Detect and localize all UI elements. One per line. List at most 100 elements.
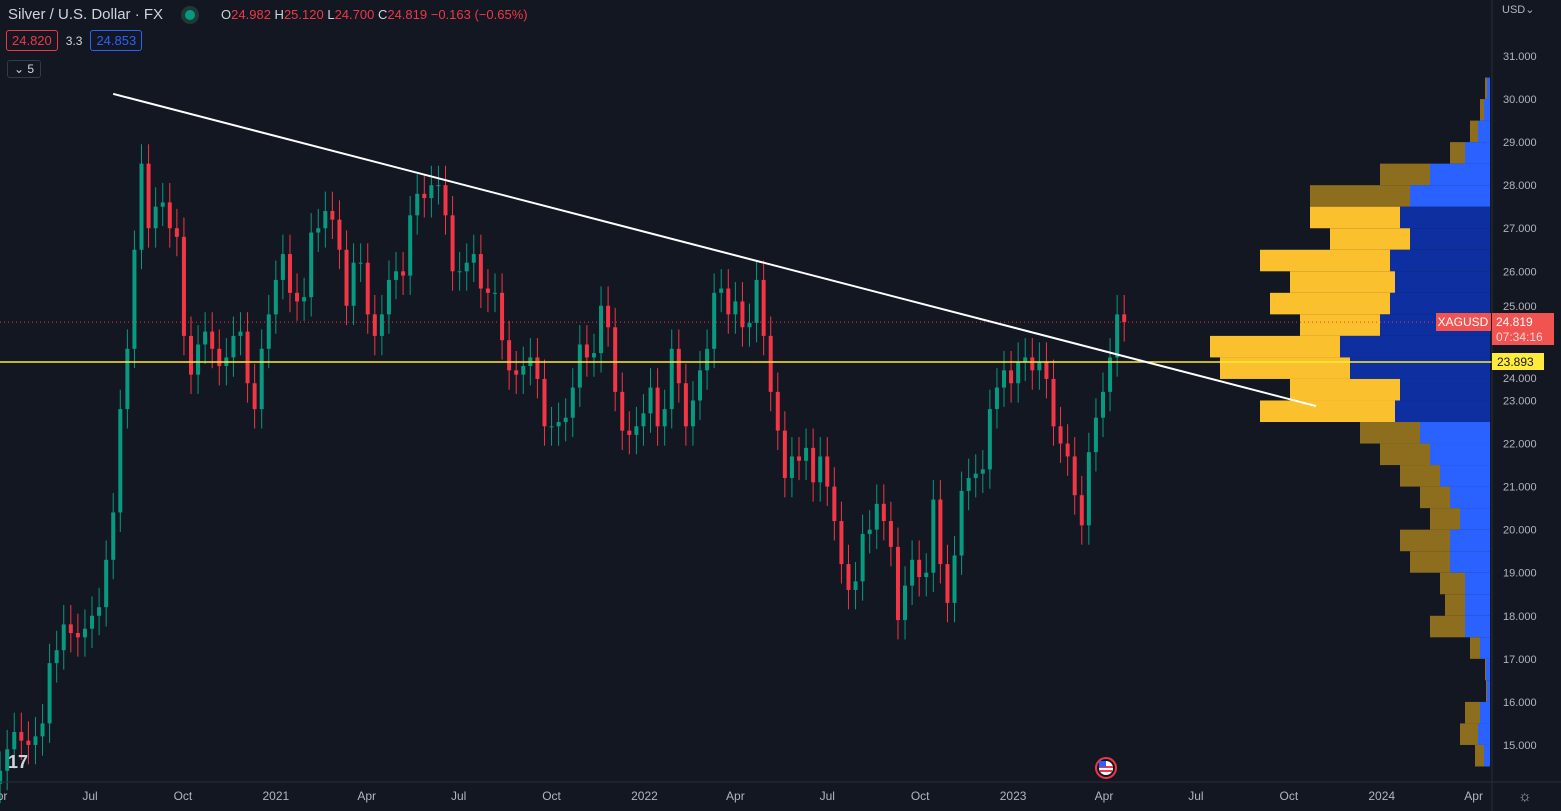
- candle: [917, 540, 922, 597]
- volume-profile-bin: [1410, 551, 1490, 573]
- price-tick: 15.000: [1503, 740, 1537, 752]
- price-tick: 23.000: [1503, 395, 1537, 407]
- candle: [344, 230, 349, 326]
- candle: [931, 480, 936, 593]
- price-tick: 30.000: [1503, 94, 1537, 106]
- volume-profile-bin: [1330, 228, 1490, 250]
- candle: [1051, 359, 1056, 446]
- candle: [351, 243, 356, 326]
- volume-profile-bin: [1360, 422, 1490, 444]
- candle: [535, 338, 540, 399]
- price-tick: 27.000: [1503, 223, 1537, 235]
- candle: [627, 411, 632, 455]
- candle: [40, 704, 45, 756]
- candle: [613, 307, 618, 412]
- candle: [620, 372, 625, 450]
- candle: [181, 217, 186, 356]
- currency-selector[interactable]: USD⌄: [1502, 4, 1535, 16]
- candle: [599, 286, 604, 373]
- candle: [775, 372, 780, 450]
- volume-profile-bin: [1290, 378, 1490, 401]
- candle: [337, 200, 342, 270]
- time-tick: Jul: [451, 789, 466, 803]
- candle: [280, 234, 285, 300]
- price-tick: 17.000: [1503, 654, 1537, 666]
- candle: [33, 716, 38, 765]
- time-tick: Apr: [726, 789, 745, 803]
- price-axis[interactable]: 31.000 30.000 29.000 28.000 27.000 26.000 25.0…: [1503, 51, 1537, 752]
- candle: [125, 329, 130, 429]
- candle: [1079, 475, 1084, 545]
- time-tick: 2023: [1000, 789, 1027, 803]
- candle: [252, 363, 257, 429]
- volume-profile-bin: [1430, 615, 1490, 638]
- time-tick: Jul: [1188, 789, 1203, 803]
- volume-profile-bin: [1260, 249, 1490, 272]
- candle: [1030, 338, 1035, 390]
- time-tick: Jul: [82, 789, 97, 803]
- candle: [888, 501, 893, 567]
- time-tick: Oct: [1279, 789, 1298, 803]
- candle: [174, 208, 179, 257]
- volume-profile-bin: [1450, 142, 1490, 164]
- candle: [846, 544, 851, 610]
- candle: [12, 712, 17, 769]
- candle: [1093, 398, 1098, 472]
- price-tick: 20.000: [1503, 525, 1537, 537]
- candle: [634, 406, 639, 455]
- candle: [881, 484, 886, 541]
- volume-profile-bin: [1210, 335, 1490, 358]
- indicators-toggle-button[interactable]: ⌄ 5: [7, 60, 42, 78]
- candle: [401, 251, 406, 295]
- candle: [1002, 350, 1007, 407]
- candle: [47, 643, 52, 743]
- candle: [323, 191, 328, 248]
- candle: [436, 165, 441, 205]
- candle: [542, 359, 547, 446]
- candle: [903, 566, 908, 640]
- candle: [719, 269, 724, 313]
- candle: [577, 325, 582, 407]
- candle: [210, 312, 215, 369]
- candle: [591, 333, 596, 377]
- time-tick: 2022: [631, 789, 658, 803]
- trendline[interactable]: [112, 92, 1317, 408]
- sell-button[interactable]: 24.820: [6, 30, 58, 51]
- symbol-title[interactable]: Silver / U.S. Dollar · FX: [8, 6, 164, 23]
- candle: [203, 312, 208, 364]
- ohlc-values: O24.982 H25.120 L24.700 C24.819 −0.163 (…: [221, 7, 528, 22]
- candle: [818, 437, 823, 502]
- time-tick: Apr: [1464, 789, 1483, 803]
- time-axis[interactable]: Apr Jul Oct 2021 Apr Jul Oct 2022 Apr Jul Oct 2023 A…: [0, 789, 1483, 803]
- candle: [316, 208, 321, 252]
- settings-icon[interactable]: ☼: [1518, 788, 1532, 805]
- candle: [19, 712, 24, 761]
- price-tick: 18.000: [1503, 611, 1537, 623]
- time-tick: Apr: [1095, 789, 1114, 803]
- candle: [676, 329, 681, 403]
- chevron-down-icon: ⌄: [14, 62, 25, 76]
- candle: [832, 467, 837, 541]
- symbol-label: XAGUSD: [1438, 315, 1489, 329]
- candle: [394, 251, 399, 300]
- candle: [90, 596, 95, 649]
- volume-profile-bin: [1310, 206, 1490, 229]
- candle: [54, 630, 59, 683]
- volume-profile: [1210, 77, 1490, 767]
- price-tick: 16.000: [1503, 697, 1537, 709]
- chevron-down-icon: ⌄: [1525, 4, 1535, 16]
- candle: [153, 187, 158, 248]
- time-tick: Apr: [0, 789, 7, 803]
- volume-profile-bin: [1445, 594, 1490, 616]
- candle: [358, 243, 363, 283]
- volume-profile-bin: [1430, 508, 1490, 530]
- volume-profile-bin: [1400, 465, 1490, 487]
- buy-button[interactable]: 24.853: [90, 30, 143, 51]
- candle: [196, 325, 201, 395]
- volume-profile-bin: [1380, 163, 1490, 186]
- price-tick: 25.000: [1503, 301, 1537, 313]
- candle: [825, 437, 830, 506]
- us-flag-event-icon[interactable]: [1095, 757, 1117, 779]
- candle: [1100, 372, 1105, 438]
